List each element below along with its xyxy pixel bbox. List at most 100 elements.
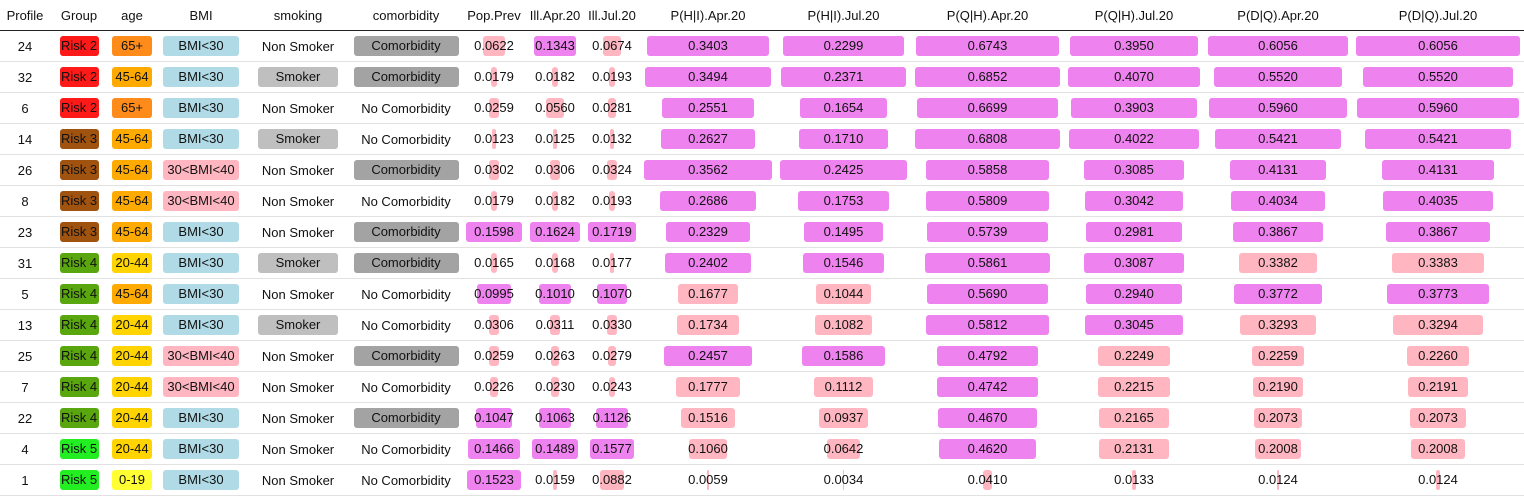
pdq-jul-cell: 0.2073 [1352,402,1524,434]
header-bmi[interactable]: BMI [156,0,246,31]
ill-apr-bar [552,191,558,211]
pdq-jul-cell: 0.4131 [1352,154,1524,186]
comorbidity-cell: No Comorbidity [350,123,462,155]
pdq-jul-bar [1393,315,1483,335]
header-pqh-jul[interactable]: P(Q|H).Jul.20 [1064,0,1204,31]
table-row[interactable]: 7 Risk 4 20-44 30<BMI<40 Non Smoker No Comorb… [0,371,1524,403]
group-badge: Risk 4 [59,315,99,335]
pdq-jul-bar [1356,36,1520,56]
pop-prev-value: 0.0259 [474,100,514,115]
header-age[interactable]: age [108,0,156,31]
pdq-jul-bar [1409,408,1467,428]
pqh-apr-bar [938,408,1037,428]
phi-apr-bar [646,36,770,56]
bmi-badge: 30<BMI<40 [163,191,239,211]
phi-jul-value: 0.1495 [823,224,864,239]
comorbidity-cell: Comorbidity [350,247,462,279]
table-row[interactable]: 1 Risk 5 0-19 BMI<30 Non Smoker No Comorbidit… [0,464,1524,496]
header-profile[interactable]: Profile [0,0,50,31]
phi-jul-value: 0.1082 [823,317,864,332]
comorbidity-badge: Comorbidity [353,346,459,366]
header-pdq-jul[interactable]: P(D|Q).Jul.20 [1352,0,1524,31]
table-row[interactable]: 22 Risk 4 20-44 BMI<30 Non Smoker Comorbidity… [0,402,1524,434]
pdq-apr-cell: 0.2190 [1204,371,1352,403]
pqh-jul-cell: 0.2131 [1064,433,1204,465]
pqh-jul-value: 0.3042 [1114,193,1154,208]
ill-apr-value: 0.1343 [535,38,575,53]
pqh-jul-value: 0.2165 [1114,410,1154,425]
age-badge: 45-64 [112,222,152,242]
ill-apr-value: 0.0230 [535,379,575,394]
table-row[interactable]: 5 Risk 4 45-64 BMI<30 Non Smoker No Comorbidi… [0,278,1524,310]
pdq-apr-value: 0.0124 [1258,472,1298,487]
header-pqh-apr[interactable]: P(Q|H).Apr.20 [911,0,1064,31]
table-row[interactable]: 25 Risk 4 20-44 30<BMI<40 Non Smoker Comorbid… [0,340,1524,372]
bmi-cell: 30<BMI<40 [156,185,246,217]
ill-apr-cell: 0.1489 [526,433,584,465]
phi-apr-cell: 0.3403 [640,30,776,62]
pqh-apr-bar [925,253,1050,273]
header-group[interactable]: Group [50,0,108,31]
profile-cell: 26 [0,154,50,186]
pqh-apr-bar [926,315,1049,335]
pqh-jul-value: 0.0133 [1114,472,1154,487]
pop-prev-bar [475,408,513,428]
table-row[interactable]: 24 Risk 2 65+ BMI<30 Non Smoker Comorbidity 0.… [0,30,1524,62]
ill-jul-bar [609,253,615,273]
table-row[interactable]: 4 Risk 5 20-44 BMI<30 Non Smoker No Comorbidi… [0,433,1524,465]
bmi-cell: BMI<30 [156,247,246,279]
table-row[interactable]: 23 Risk 3 45-64 BMI<30 Non Smoker Comorbidity… [0,216,1524,248]
pqh-apr-value: 0.4620 [967,441,1008,456]
pqh-apr-bar [926,191,1049,211]
group-badge: Risk 4 [59,284,99,304]
header-comorbidity[interactable]: comorbidity [350,0,462,31]
pdq-jul-bar [1410,439,1466,459]
table-row[interactable]: 32 Risk 2 45-64 BMI<30 Smoker Comorbidity 0.01… [0,61,1524,93]
pdq-apr-bar [1230,160,1326,180]
phi-jul-bar [814,377,873,397]
pop-prev-value: 0.0306 [474,317,514,332]
pdq-apr-bar [1276,470,1280,490]
pop-prev-value: 0.1523 [474,472,514,487]
table-row[interactable]: 26 Risk 3 45-64 30<BMI<40 Non Smoker Comorbid… [0,154,1524,186]
smoking-cell: Non Smoker [246,30,350,62]
pqh-apr-value: 0.4792 [967,348,1008,363]
pqh-apr-bar [916,36,1059,56]
ill-jul-bar [608,377,616,397]
pdq-apr-bar [1234,284,1322,304]
ill-apr-bar [534,36,576,56]
smoking-cell: Non Smoker [246,216,350,248]
bmi-cell: BMI<30 [156,30,246,62]
header-pdq-apr[interactable]: P(D|Q).Apr.20 [1204,0,1352,31]
comorbidity-badge: Comorbidity [353,36,459,56]
table-row[interactable]: 13 Risk 4 20-44 BMI<30 Smoker No Comorbidity 0… [0,309,1524,341]
ill-jul-cell: 0.0330 [584,309,640,341]
phi-jul-cell: 0.1753 [776,185,911,217]
header-ill-jul[interactable]: Ill.Jul.20 [584,0,640,31]
smoking-cell: Non Smoker [246,92,350,124]
table-row[interactable]: 14 Risk 3 45-64 BMI<30 Smoker No Comorbidity 0… [0,123,1524,155]
table-row[interactable]: 6 Risk 2 65+ BMI<30 Non Smoker No Comorbidity… [0,92,1524,124]
phi-apr-value: 0.1516 [688,410,728,425]
pqh-apr-value: 0.5739 [967,224,1008,239]
header-pop-prev[interactable]: Pop.Prev [462,0,526,31]
pqh-jul-cell: 0.3045 [1064,309,1204,341]
header-phi-jul[interactable]: P(H|I).Jul.20 [776,0,911,31]
phi-jul-cell: 0.1082 [776,309,911,341]
smoking-cell: Smoker [246,123,350,155]
table-row[interactable]: 8 Risk 3 45-64 30<BMI<40 Non Smoker No Comorb… [0,185,1524,217]
pdq-apr-cell: 0.3382 [1204,247,1352,279]
header-smoking[interactable]: smoking [246,0,350,31]
age-cell: 20-44 [108,371,156,403]
smoking-badge: Smoker [258,67,338,87]
pqh-apr-cell: 0.6699 [911,92,1064,124]
pqh-jul-cell: 0.3087 [1064,247,1204,279]
phi-jul-cell: 0.2371 [776,61,911,93]
table-row[interactable]: 31 Risk 4 20-44 BMI<30 Smoker Comorbidity 0.01… [0,247,1524,279]
header-ill-apr[interactable]: Ill.Apr.20 [526,0,584,31]
pqh-apr-cell: 0.5739 [911,216,1064,248]
header-phi-apr[interactable]: P(H|I).Apr.20 [640,0,776,31]
ill-apr-cell: 0.0168 [526,247,584,279]
pdq-jul-value: 0.2191 [1418,379,1458,394]
ill-apr-cell: 0.0263 [526,340,584,372]
